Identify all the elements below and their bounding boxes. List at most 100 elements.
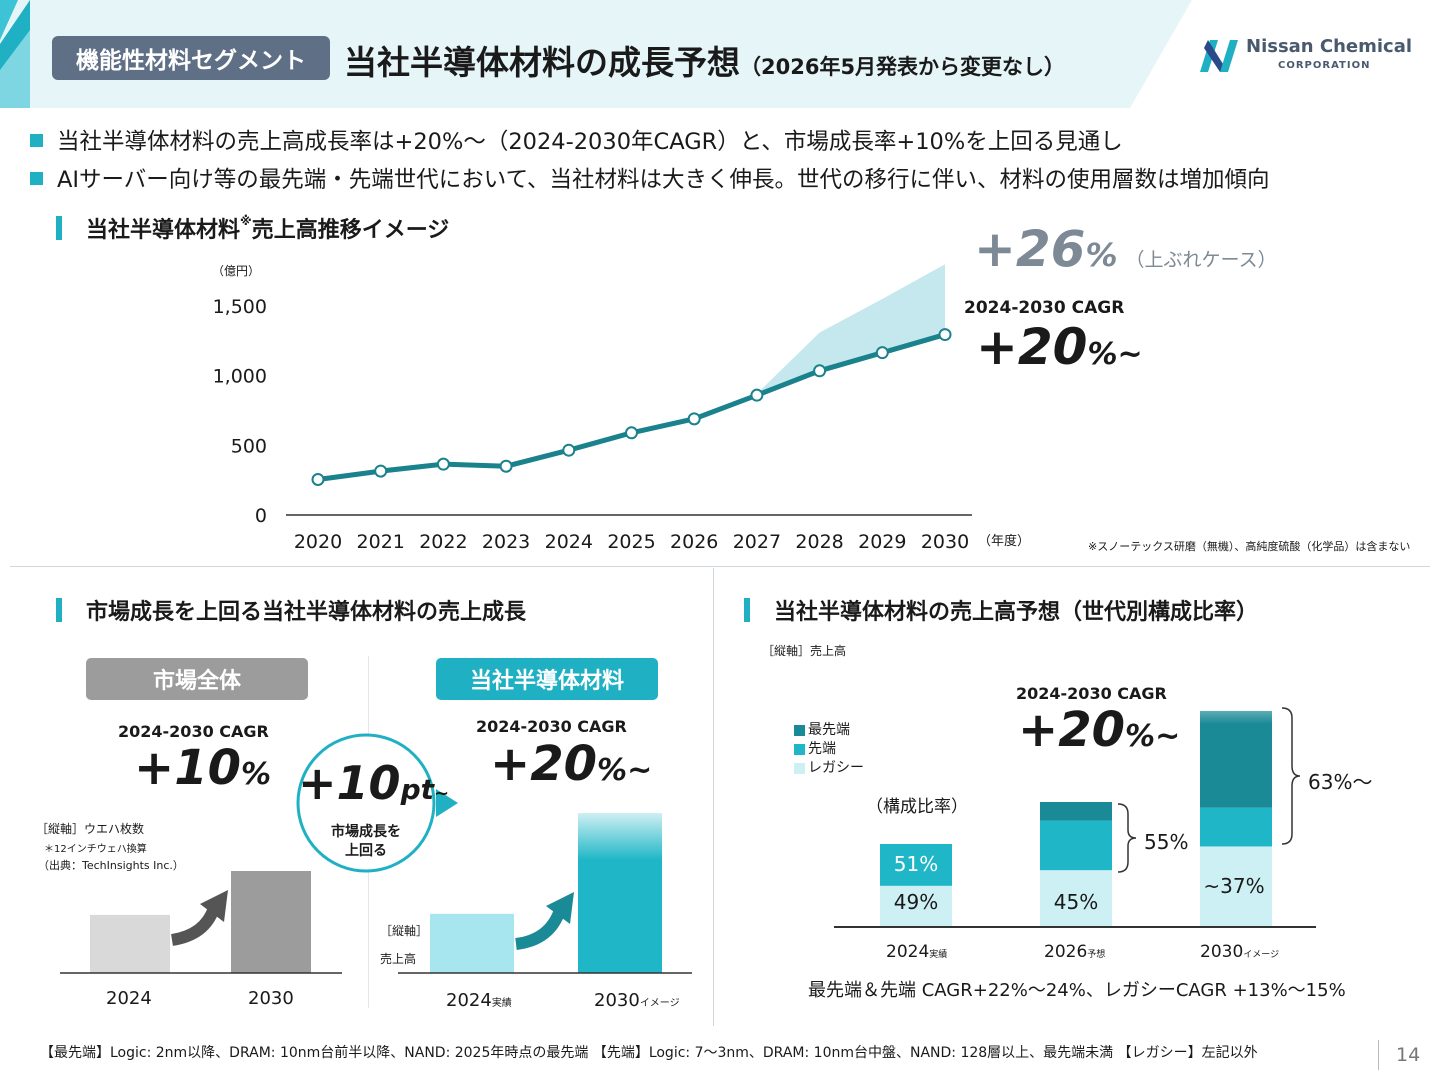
brace-label-2030: 63%～ [1308,770,1373,794]
x-tick-label: 2021 [357,531,405,553]
upside-band [756,264,945,396]
brace-2026-icon [1117,803,1137,873]
upside-value: +26 [974,220,1086,278]
bullet-text: AIサーバー向け等の最先端・先端世代において、当社材料は大きく伸長。世代の移行に… [57,167,1270,193]
ours-pill: 当社半導体材料 [436,658,658,700]
legend-swatch-legacy [794,763,805,774]
bar-fade-2030 [1196,680,1280,724]
gen-x-sub: イメージ [1243,950,1280,960]
x-tick-label: 2026 [670,531,718,553]
market-cagr-label: 2024-2030 CAGR [118,722,269,741]
brace-2030-icon [1281,707,1301,845]
x-tick-label: 2022 [419,531,467,553]
top-chart-title: 当社半導体材料 [86,218,241,243]
section-bar [744,598,750,622]
vertical-divider [713,568,714,1026]
page-title: 当社半導体材料の成長予想（2026年5月発表から変更なし） [344,36,1065,84]
ours-cagr-callout: +20%~ [490,736,652,792]
gen-x-sub: 実績 [929,950,948,960]
horizontal-divider [10,566,1430,567]
ours-cagr-label: 2024-2030 CAGR [476,717,627,736]
generation-stacked-bar-chart [574,680,1316,928]
y-tick-label: 1,000 [213,366,267,388]
circle-pointer-icon [436,789,458,817]
circle-text-2: 上回る [345,843,387,859]
bar-segment-leading-edge [1200,711,1272,808]
circle-callout: +10pt~ [298,756,449,810]
data-point [311,472,325,486]
legend-swatch-leading-edge [794,725,805,736]
sales-line-chart: 0 500 1,000 1,500 2020 2021 2022 2023 2024 2025 2… [213,264,972,553]
ours-cagr-pct: %~ [597,753,653,788]
bullet-1: 当社半導体材料の売上高成長率は+20%～（2024-2030年CAGR）と、市場… [30,124,1123,156]
bullet-square-icon [30,133,43,147]
legend-label: 先端 [808,741,836,757]
brace-label-2026: 55% [1144,830,1189,854]
market-arrow-head-icon [200,890,228,922]
market-pill: 市場全体 [86,658,308,700]
page-title-main: 当社半導体材料の成長予想 [344,43,740,82]
page-number-divider [1378,1040,1379,1070]
bar-label-2026-legacy: 45% [1053,890,1099,914]
generation-axis-note: ［縦軸］売上高 [762,644,847,658]
section-bar [56,598,62,622]
market-x-2024: 2024 [106,988,152,1009]
ours-x-2030: 2030イメージ [594,990,680,1011]
legend-item-legacy: レガシー [794,759,864,778]
market-cagr-value: +10 [134,740,242,796]
ours-x-2024-sub: 実績 [491,998,512,1009]
market-title: 市場成長を上回る当社半導体材料の売上成長 [86,600,527,625]
top-chart-title-mark: ※ [240,214,252,228]
market-bar-2024 [90,914,170,973]
x-tick-label: 2027 [733,531,781,553]
x-tick-label: 2020 [294,531,342,553]
top-cagr-label: 2024-2030 CAGR [964,298,1125,318]
legend-label: 最先端 [808,722,850,738]
generation-section-title: 当社半導体材料の売上高予想（世代別構成比率） [744,594,1258,626]
bar-segment-advanced [1040,820,1112,871]
legend-label: レガシー [808,760,864,776]
ours-axis-note2: 売上高 [380,952,417,966]
gen-x-year: 2026 [1044,942,1088,962]
footer-definitions: 【最先端】Logic: 2nm以降、DRAM: 10nm台前半以降、NAND: … [40,1045,1258,1061]
data-point [750,388,764,402]
gen-x-2024: 2024実績 [886,942,947,962]
bar-segment-legacy [1040,870,1112,926]
upside-pct: % [1085,236,1118,274]
gen-x-year: 2030 [1200,942,1244,962]
page-title-sub: （2026年5月発表から変更なし） [740,55,1066,79]
market-cagr-callout: +10% [134,740,271,796]
section-bar [56,216,62,240]
data-point [625,426,638,440]
generation-legend: 最先端 先端 レガシー [794,721,864,778]
x-tick-label: 2023 [482,531,530,553]
market-cagr-pct: % [241,757,272,792]
ours-x-2024-year: 2024 [446,990,492,1011]
top-chart-x-unit: （年度） [978,534,1031,549]
bar-segment-advanced [1200,807,1272,847]
logo-corporation: CORPORATION [1278,60,1371,71]
ours-x-2030-sub: イメージ [639,998,680,1009]
market-section-title: 市場成長を上回る当社半導体材料の売上成長 [56,594,526,626]
bar-label-2024-legacy: 49% [893,890,939,914]
bullet-text: 当社半導体材料の売上高成長率は+20%～（2024-2030年CAGR）と、市場… [57,129,1123,155]
top-chart-title-rest: 売上高推移イメージ [251,218,450,243]
bullet-2: AIサーバー向け等の最先端・先端世代において、当社材料は大きく伸長。世代の移行に… [30,162,1270,194]
x-tick-label: 2029 [858,531,906,553]
upside-label: （上ぶれケース） [1125,249,1277,271]
top-chart-footnote: ※スノーテックス研磨（無機）、高純度硫酸（化学品）は含まない [1088,540,1411,553]
gen-x-2030: 2030イメージ [1200,942,1279,962]
data-point [562,443,576,457]
outperform-circle [296,733,436,873]
market-axis-note: ［縦軸］ウエハ枚数 [36,822,145,836]
gen-x-2026: 2026予想 [1044,942,1105,962]
top-cagr-value: +20 [976,318,1088,376]
data-point [938,328,952,342]
market-bar-2030 [231,871,311,973]
circle-tilde: ~ [434,783,450,804]
market-axis-note2: ＊12インチウェハ換算 [44,844,147,855]
data-point [687,412,701,426]
bar-label-2030-legacy: ~37% [1203,874,1265,898]
ours-bar-2024 [430,913,514,973]
nissan-chemical-logo-icon [1200,40,1238,72]
